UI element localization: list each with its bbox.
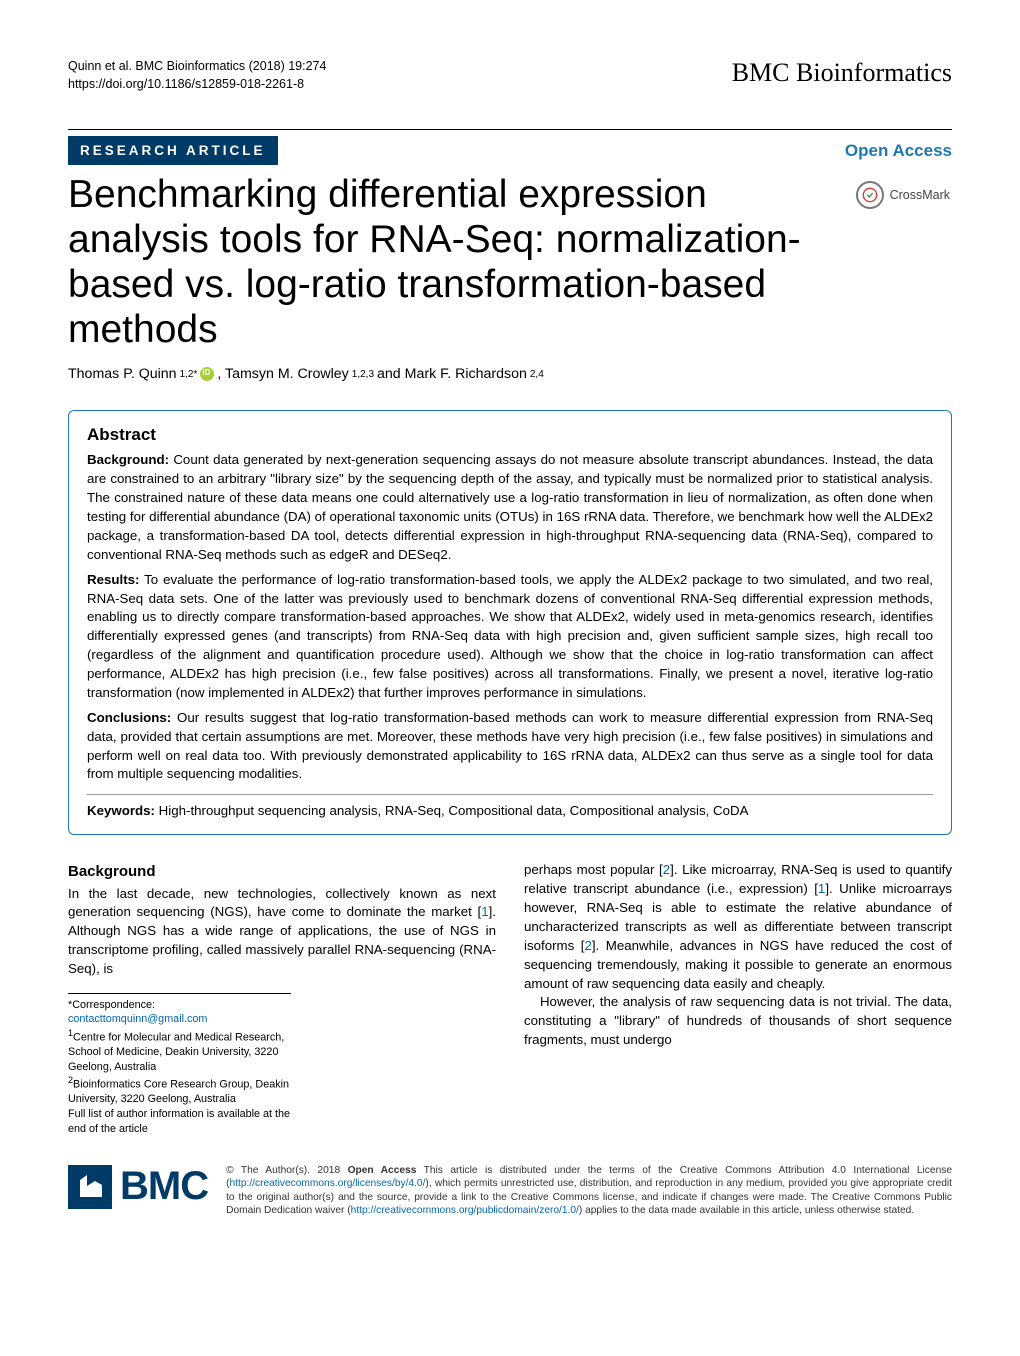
body-text: Background In the last decade, new techn…	[68, 861, 952, 1136]
license-open-access: Open Access	[348, 1165, 417, 1176]
abstract-conclusions: Conclusions: Our results suggest that lo…	[87, 709, 933, 785]
abstract-background: Background: Count data generated by next…	[87, 451, 933, 564]
open-access-label: Open Access	[845, 141, 952, 161]
bmc-text: BMC	[120, 1164, 208, 1209]
author-2: , Tamsyn M. Crowley	[217, 366, 348, 382]
abstract-results: Results: To evaluate the performance of …	[87, 571, 933, 703]
bmc-square-icon	[68, 1165, 112, 1209]
abs-conclusions-text: Our results suggest that log-ratio trans…	[87, 710, 933, 782]
license-text: © The Author(s). 2018 Open Access This a…	[226, 1164, 952, 1217]
license-row: BMC © The Author(s). 2018 Open Access Th…	[68, 1164, 952, 1217]
crossmark-badge[interactable]: CrossMark	[856, 181, 950, 209]
author-1-aff: 1,2*	[180, 369, 198, 380]
article-type-label: RESEARCH ARTICLE	[68, 136, 278, 165]
crossmark-label: CrossMark	[890, 188, 950, 202]
correspondence-email[interactable]: contacttomquinn@gmail.com	[68, 1013, 207, 1025]
journal-logo: BMC Bioinformatics	[732, 58, 952, 88]
author-list: Thomas P. Quinn1,2* , Tamsyn M. Crowley 1…	[68, 366, 952, 382]
abs-background-text: Count data generated by next-generation …	[87, 452, 933, 561]
abstract-heading: Abstract	[87, 425, 933, 445]
crossmark-icon	[856, 181, 884, 209]
cc0-link[interactable]: http://creativecommons.org/publicdomain/…	[351, 1205, 579, 1216]
doi-line: https://doi.org/10.1186/s12859-018-2261-…	[68, 76, 326, 94]
body-para-1: In the last decade, new technologies, co…	[68, 885, 496, 979]
citation-line: Quinn et al. BMC Bioinformatics (2018) 1…	[68, 58, 326, 76]
section-heading-background: Background	[68, 861, 496, 882]
affiliation-2: Bioinformatics Core Research Group, Deak…	[68, 1079, 289, 1106]
keywords-label: Keywords:	[87, 803, 155, 818]
cite-2b[interactable]: 2	[584, 938, 591, 953]
abs-background-label: Background:	[87, 452, 169, 467]
footnote-block: *Correspondence: contacttomquinn@gmail.c…	[68, 993, 291, 1136]
body-para-3: However, the analysis of raw sequencing …	[524, 993, 952, 1050]
abs-conclusions-label: Conclusions:	[87, 710, 171, 725]
full-affiliation-note: Full list of author information is avail…	[68, 1107, 291, 1136]
orcid-icon[interactable]	[200, 367, 214, 381]
cc-by-link[interactable]: http://creativecommons.org/licenses/by/4…	[230, 1178, 426, 1189]
article-type-banner: RESEARCH ARTICLE Open Access	[68, 136, 952, 165]
abs-results-text: To evaluate the performance of log-ratio…	[87, 572, 933, 700]
body-para-2: perhaps most popular [2]. Like microarra…	[524, 861, 952, 993]
running-header: Quinn et al. BMC Bioinformatics (2018) 1…	[68, 58, 952, 93]
author-1: Thomas P. Quinn	[68, 366, 177, 382]
bmc-logo: BMC	[68, 1164, 208, 1209]
keywords-text: High-throughput sequencing analysis, RNA…	[155, 803, 749, 818]
abstract-keywords: Keywords: High-throughput sequencing ana…	[87, 794, 933, 818]
author-2-aff: 1,2,3	[352, 369, 374, 380]
divider	[68, 129, 952, 130]
abstract-box: Abstract Background: Count data generate…	[68, 410, 952, 835]
abs-results-label: Results:	[87, 572, 139, 587]
article-title: Benchmarking differential expression ana…	[68, 173, 832, 352]
author-3: and Mark F. Richardson	[377, 366, 527, 382]
cite-1[interactable]: 1	[481, 904, 488, 919]
author-3-aff: 2,4	[530, 369, 544, 380]
correspondence-label: *Correspondence:	[68, 999, 155, 1011]
affiliation-1: Centre for Molecular and Medical Researc…	[68, 1032, 284, 1073]
